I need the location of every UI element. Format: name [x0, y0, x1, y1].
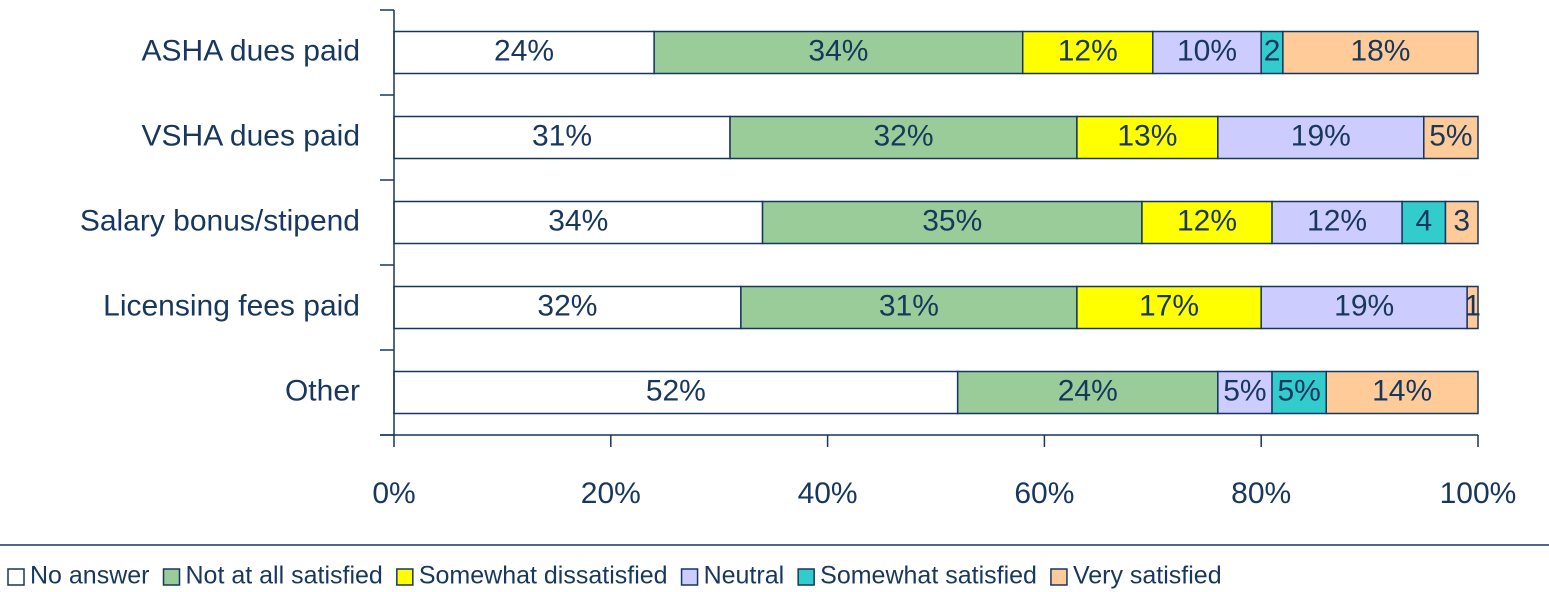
y-tick-label: Licensing fees paid: [103, 289, 360, 322]
value-label: 10%: [1177, 34, 1237, 67]
bar-segment: [1217, 370, 1273, 415]
value-label: 12%: [1177, 204, 1237, 237]
value-label: 24%: [494, 34, 554, 67]
bar-segment: [393, 30, 655, 75]
value-label: 18%: [1350, 34, 1410, 67]
bar-segment: [1141, 200, 1273, 245]
value-label: 2: [1264, 34, 1281, 67]
value-label: 19%: [1334, 289, 1394, 322]
value-label: 12%: [1058, 34, 1118, 67]
x-tick-label: 60%: [1014, 477, 1074, 510]
value-label: 32%: [873, 119, 933, 152]
value-label: 12%: [1307, 204, 1367, 237]
bar-segment: [1444, 200, 1479, 245]
bar-segment: [1217, 115, 1425, 160]
legend-swatch: [680, 568, 699, 586]
value-label: 24%: [1058, 374, 1118, 407]
bar-segment: [1401, 200, 1447, 245]
value-label: 52%: [646, 374, 706, 407]
y-tick-label: Other: [285, 374, 360, 407]
legend-label: Neutral: [704, 562, 785, 590]
bar-segment: [1423, 115, 1479, 160]
bar-segment: [740, 285, 1078, 330]
value-label: 13%: [1117, 119, 1177, 152]
value-label: 1: [1464, 289, 1481, 322]
bar-segment: [1282, 30, 1479, 75]
value-label: 5%: [1277, 374, 1320, 407]
x-tick-label: 0%: [372, 477, 415, 510]
x-tick-label: 100%: [1440, 477, 1517, 510]
value-label: 14%: [1372, 374, 1432, 407]
bar-segment: [1466, 285, 1479, 330]
bar-segment: [761, 200, 1143, 245]
value-label: 17%: [1139, 289, 1199, 322]
legend-label: Somewhat dissatisfied: [419, 562, 668, 590]
value-label: 31%: [532, 119, 592, 152]
y-tick-label: VSHA dues paid: [142, 119, 360, 152]
value-label: 31%: [879, 289, 939, 322]
legend-swatch: [162, 568, 181, 586]
legend-swatch: [7, 568, 25, 586]
bar-segment: [1076, 115, 1219, 160]
legend-swatch: [1050, 568, 1068, 586]
y-tick-label: ASHA dues paid: [142, 34, 360, 67]
legend-label: No answer: [30, 562, 150, 590]
y-tick-label: Salary bonus/stipend: [80, 204, 360, 237]
bar-segment: [1325, 370, 1479, 415]
bar-segment: [1271, 200, 1403, 245]
legend-swatch: [396, 568, 414, 586]
x-tick-label: 20%: [581, 477, 641, 510]
bar-segment: [653, 30, 1024, 75]
legend-label: Very satisfied: [1073, 562, 1222, 590]
value-label: 19%: [1291, 119, 1351, 152]
bar-segment: [393, 115, 731, 160]
legend-label: Somewhat satisfied: [820, 562, 1037, 590]
value-label: 34%: [548, 204, 608, 237]
bar-segment: [393, 285, 742, 330]
value-label: 32%: [537, 289, 597, 322]
bar-segment: [1271, 370, 1327, 415]
bar-segment: [1021, 30, 1154, 75]
bar-segment: [956, 370, 1219, 415]
value-label: 35%: [922, 204, 982, 237]
bar-segment: [1076, 285, 1262, 330]
bar-segment: [393, 200, 764, 245]
value-label: 5%: [1429, 119, 1472, 152]
x-tick-label: 40%: [798, 477, 858, 510]
x-tick-label: 80%: [1231, 477, 1291, 510]
value-label: 3: [1453, 204, 1470, 237]
value-label: 4: [1415, 204, 1432, 237]
value-label: 5%: [1223, 374, 1266, 407]
legend-swatch: [797, 568, 815, 586]
legend-label: Not at all satisfied: [186, 562, 383, 590]
value-label: 34%: [808, 34, 868, 67]
